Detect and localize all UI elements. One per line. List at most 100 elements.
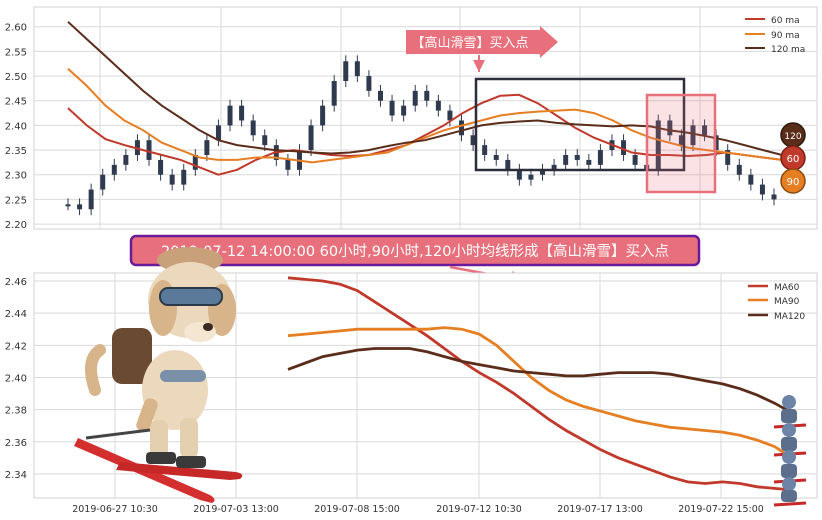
- dog-leg-right: [180, 418, 198, 458]
- candle-body: [320, 105, 326, 126]
- candle-body: [146, 140, 152, 160]
- candle-body: [655, 120, 661, 170]
- legend-label-60: 60 ma: [771, 16, 800, 26]
- ma-detail-line-MA120: [287, 347, 793, 415]
- ma-y-tick-label: 2.40: [5, 373, 27, 384]
- ma-y-tick-label: 2.44: [5, 309, 27, 320]
- candle-body: [574, 155, 580, 160]
- candle-body: [88, 189, 94, 210]
- candle-body: [528, 174, 534, 180]
- caption-text: 2019-07-12 14:00:00 60小时,90小时,120小时均线形成【…: [161, 243, 669, 260]
- candle-body: [169, 174, 175, 185]
- candle-body: [736, 164, 742, 175]
- candle-body: [389, 100, 395, 116]
- legend2-label-ma90: MA90: [774, 297, 800, 307]
- price-y-tick-label: 2.50: [5, 72, 27, 83]
- candle-body: [204, 140, 210, 155]
- candle-body: [77, 204, 83, 210]
- ma-x-tick-label: 2019-07-12 10:30: [436, 504, 522, 515]
- dog-nose: [203, 323, 213, 331]
- end-badge-60-text: 60: [787, 154, 800, 165]
- candle-body: [111, 164, 117, 175]
- price-grid: [34, 7, 817, 229]
- ski-pole: [85, 428, 151, 440]
- signal-box: [645, 93, 717, 194]
- candle-body: [759, 184, 765, 195]
- ma-y-tick-label: 2.36: [5, 438, 27, 449]
- candle-body: [424, 90, 430, 101]
- ma-detail-line-MA60: [287, 276, 793, 492]
- ma-x-tick-label: 2019-07-08 15:00: [314, 504, 400, 515]
- legend2-label-ma120: MA120: [774, 312, 805, 322]
- price-y-tick-label: 2.25: [5, 195, 27, 206]
- end-badge-90-text: 90: [787, 177, 800, 188]
- candle-body: [667, 120, 673, 136]
- legend-label-120: 120 ma: [771, 45, 805, 55]
- candle-body: [401, 105, 407, 116]
- ma-x-tick-label: 2019-06-27 10:30: [72, 504, 158, 515]
- candle-body: [540, 169, 546, 175]
- candle-body: [725, 150, 731, 165]
- ma-y-tick-label: 2.38: [5, 406, 27, 417]
- candle-body: [158, 159, 164, 175]
- legend-label-90: 90 ma: [771, 31, 800, 41]
- small-skier-4-icon: [773, 477, 807, 507]
- ma-line-60-ma: [67, 93, 783, 176]
- candle-body: [702, 125, 708, 136]
- candle-body: [493, 155, 499, 160]
- candle-body: [227, 105, 233, 126]
- candle-body: [343, 61, 349, 81]
- small-skier-icons: [773, 395, 807, 507]
- ma-detail-lines: [287, 276, 793, 492]
- ma-panel: 2.46 2.44 2.42 2.40 2.38 2.36 2.34 2019-06-27 …: [5, 247, 818, 515]
- price-y-tick-label: 2.20: [5, 220, 27, 231]
- candle-body: [262, 135, 268, 146]
- candle-body: [505, 159, 511, 170]
- price-y-tick-label: 2.30: [5, 171, 27, 182]
- legend2-label-ma60: MA60: [774, 283, 800, 293]
- dog-tail: [85, 344, 106, 396]
- ma-y-tick-label: 2.34: [5, 470, 27, 481]
- signal-caption: 2019-07-12 14:00:00 60小时,90小时,120小时均线形成【…: [129, 234, 701, 286]
- price-y-tick-label: 2.40: [5, 121, 27, 132]
- ski-boot-left: [146, 452, 176, 464]
- candle-body: [181, 169, 187, 185]
- candle-body: [215, 125, 221, 141]
- price-legend: 60 ma 90 ma 120 ma: [745, 16, 805, 55]
- consolidation-box: [474, 77, 686, 172]
- candle-body: [250, 120, 256, 136]
- candle-body: [621, 140, 627, 155]
- price-y-tick-label: 2.35: [5, 146, 27, 157]
- price-ma-lines: [67, 21, 783, 176]
- end-badge-120-text: 120: [784, 132, 801, 142]
- banner-text: 【高山滑雪】买入点: [411, 35, 528, 51]
- candle-body: [123, 155, 129, 165]
- price-y-tick-label: 2.55: [5, 47, 27, 58]
- candle-body: [377, 90, 383, 101]
- candle-body: [597, 150, 603, 165]
- ski-boot-right: [176, 456, 206, 468]
- candle-body: [586, 159, 592, 165]
- candle-body: [65, 204, 71, 207]
- candle-body: [748, 174, 754, 185]
- dog-leg-left: [150, 420, 168, 458]
- ski-right-icon: [116, 462, 243, 480]
- ma-y-tick-label: 2.46: [5, 277, 27, 288]
- candle-body: [412, 90, 418, 106]
- backpack-icon: [112, 328, 152, 384]
- price-panel: 2.60 2.55 2.50 2.45 2.40 2.35 2.30 2.25 2.20 【高山…: [5, 6, 818, 231]
- candle-body: [331, 81, 337, 106]
- banner-arrow-icon: [406, 26, 558, 58]
- ma-x-tick-label: 2019-07-17 13:00: [557, 504, 643, 515]
- ma-y-tick-label: 2.42: [5, 341, 27, 352]
- candle-body: [459, 120, 465, 136]
- caption-box: [129, 234, 701, 267]
- candle-body: [192, 155, 198, 170]
- candle-body: [308, 125, 314, 151]
- dog-skier-illustration: [74, 247, 243, 503]
- price-y-tick-label: 2.45: [5, 97, 27, 108]
- candle-body: [447, 110, 453, 121]
- ma-legend: MA60 MA90 MA120: [748, 283, 805, 322]
- candle-body: [482, 145, 488, 155]
